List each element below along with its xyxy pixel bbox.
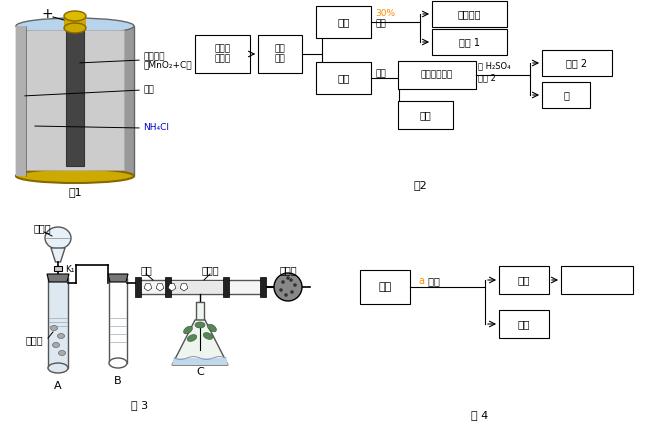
Circle shape bbox=[280, 288, 283, 292]
Bar bbox=[165, 277, 171, 297]
Text: 试剂: 试剂 bbox=[425, 276, 440, 286]
Text: +: + bbox=[41, 7, 53, 21]
Circle shape bbox=[286, 276, 290, 280]
Ellipse shape bbox=[207, 324, 216, 332]
Circle shape bbox=[293, 283, 297, 287]
Bar bbox=[432, 1, 507, 27]
Bar bbox=[360, 270, 410, 304]
Text: 30%: 30% bbox=[375, 9, 395, 18]
Bar bbox=[542, 50, 612, 76]
Text: 图2: 图2 bbox=[413, 180, 427, 190]
Text: 滤液: 滤液 bbox=[518, 319, 530, 329]
Text: 锰粉: 锰粉 bbox=[378, 282, 391, 292]
Ellipse shape bbox=[58, 350, 66, 356]
Text: 磁铁: 磁铁 bbox=[375, 69, 385, 79]
Bar bbox=[171, 281, 223, 293]
Bar bbox=[432, 29, 507, 55]
Bar bbox=[64, 16, 86, 28]
Text: a: a bbox=[418, 276, 424, 286]
Text: 图1: 图1 bbox=[68, 187, 82, 197]
Text: 金属: 金属 bbox=[337, 73, 350, 83]
Text: 滤渣回收: 滤渣回收 bbox=[458, 9, 481, 19]
Bar bbox=[16, 26, 134, 176]
Ellipse shape bbox=[183, 326, 192, 334]
Bar bbox=[109, 278, 127, 363]
Text: 滤渣: 滤渣 bbox=[518, 275, 530, 285]
Polygon shape bbox=[172, 358, 228, 365]
Text: 锌皮（铜芯）: 锌皮（铜芯） bbox=[421, 70, 453, 79]
Text: 铜: 铜 bbox=[563, 90, 569, 100]
Text: 碱石灰: 碱石灰 bbox=[280, 265, 297, 275]
Ellipse shape bbox=[53, 342, 60, 347]
Circle shape bbox=[281, 280, 285, 284]
Ellipse shape bbox=[64, 11, 86, 21]
Bar bbox=[26, 30, 124, 170]
Text: 晶体: 晶体 bbox=[140, 265, 152, 275]
Text: 图 4: 图 4 bbox=[471, 410, 489, 420]
Text: 稀盐酸: 稀盐酸 bbox=[34, 223, 51, 233]
Circle shape bbox=[274, 273, 302, 301]
Bar bbox=[260, 277, 266, 297]
Text: 锰粉: 锰粉 bbox=[337, 17, 350, 27]
Bar bbox=[48, 278, 68, 368]
Ellipse shape bbox=[195, 322, 205, 328]
Text: K₁: K₁ bbox=[65, 265, 75, 274]
Ellipse shape bbox=[51, 326, 57, 330]
Text: 半透膜: 半透膜 bbox=[202, 265, 219, 275]
Bar bbox=[398, 101, 453, 129]
Bar bbox=[499, 266, 549, 294]
Bar bbox=[54, 266, 62, 271]
Text: C: C bbox=[196, 367, 204, 377]
Circle shape bbox=[290, 290, 294, 294]
Text: 铁皮: 铁皮 bbox=[420, 110, 432, 120]
Ellipse shape bbox=[203, 332, 213, 339]
Text: NH₄Cl: NH₄Cl bbox=[143, 124, 169, 133]
Polygon shape bbox=[47, 274, 69, 282]
Circle shape bbox=[289, 278, 292, 282]
Text: 盐酸: 盐酸 bbox=[375, 19, 385, 28]
Bar bbox=[223, 277, 229, 297]
Bar bbox=[16, 26, 26, 176]
Ellipse shape bbox=[45, 227, 71, 249]
Bar bbox=[561, 266, 633, 294]
Bar bbox=[66, 28, 84, 166]
Text: 图 3: 图 3 bbox=[131, 400, 149, 410]
Ellipse shape bbox=[48, 363, 68, 373]
Polygon shape bbox=[51, 248, 65, 262]
Ellipse shape bbox=[16, 18, 134, 34]
Ellipse shape bbox=[16, 169, 134, 183]
Text: 滤液 1: 滤液 1 bbox=[459, 37, 480, 47]
Bar bbox=[398, 61, 476, 89]
Bar bbox=[196, 302, 204, 320]
Text: 废旧锌
锰电池: 废旧锌 锰电池 bbox=[214, 44, 231, 63]
Bar bbox=[316, 6, 371, 38]
Text: 石灰石: 石灰石 bbox=[26, 335, 44, 345]
Polygon shape bbox=[172, 320, 228, 365]
Bar bbox=[138, 280, 263, 294]
Ellipse shape bbox=[64, 23, 86, 33]
Ellipse shape bbox=[187, 335, 197, 341]
Polygon shape bbox=[108, 274, 128, 282]
Ellipse shape bbox=[109, 358, 127, 368]
Text: B: B bbox=[114, 376, 122, 386]
Text: 石墨电极: 石墨电极 bbox=[143, 52, 164, 61]
Text: 稀 H₂SO₄: 稀 H₂SO₄ bbox=[478, 61, 511, 70]
Bar bbox=[258, 35, 302, 73]
Text: A: A bbox=[54, 381, 62, 391]
Bar bbox=[195, 35, 250, 73]
Text: （MnO₂+C）: （MnO₂+C） bbox=[143, 60, 192, 69]
Text: 滤液 2: 滤液 2 bbox=[566, 58, 588, 68]
Bar bbox=[499, 310, 549, 338]
Text: 机械
分选: 机械 分选 bbox=[274, 44, 285, 63]
Ellipse shape bbox=[57, 333, 64, 338]
Bar bbox=[135, 277, 141, 297]
Text: 锌壳: 锌壳 bbox=[143, 85, 154, 94]
Bar bbox=[316, 62, 371, 94]
Circle shape bbox=[284, 293, 288, 297]
Bar bbox=[542, 82, 590, 108]
Text: 操作 2: 操作 2 bbox=[478, 73, 496, 82]
